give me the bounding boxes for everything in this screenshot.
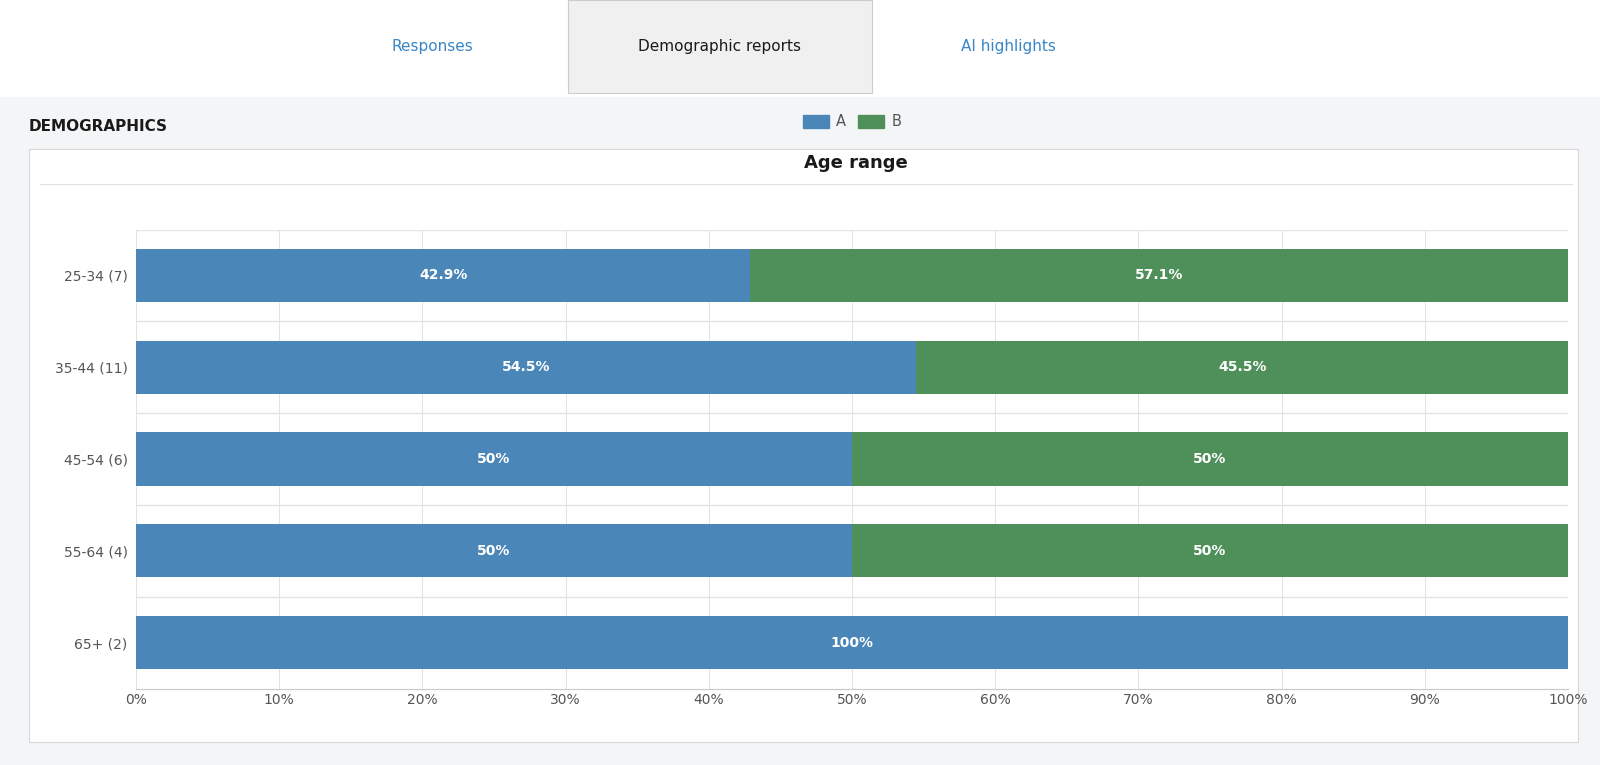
Bar	[136, 340, 917, 394]
Text: AI highlights: AI highlights	[960, 39, 1056, 54]
Text: 100%: 100%	[830, 636, 874, 649]
Bar	[851, 524, 1568, 578]
Text: DEMOGRAPHICS: DEMOGRAPHICS	[29, 119, 168, 134]
Text: 54.5%: 54.5%	[502, 360, 550, 374]
Text: 50%: 50%	[1194, 544, 1227, 558]
Text: 50%: 50%	[477, 544, 510, 558]
Bar	[750, 249, 1568, 302]
Bar	[851, 432, 1568, 486]
Text: 42.9%: 42.9%	[419, 269, 467, 282]
Text: Responses: Responses	[390, 39, 474, 54]
Text: 50%: 50%	[1194, 452, 1227, 466]
Text: Demographic reports: Demographic reports	[638, 39, 802, 54]
FancyBboxPatch shape	[568, 0, 872, 93]
Legend: A, B: A, B	[797, 109, 907, 135]
Bar	[136, 432, 851, 486]
Text: 45.5%: 45.5%	[1218, 360, 1267, 374]
Text: Age range: Age range	[805, 154, 907, 172]
Text: 50%: 50%	[477, 452, 510, 466]
Bar	[136, 249, 750, 302]
Bar	[917, 340, 1568, 394]
Text: 57.1%: 57.1%	[1134, 269, 1184, 282]
Bar	[136, 524, 851, 578]
Bar	[136, 616, 1568, 669]
